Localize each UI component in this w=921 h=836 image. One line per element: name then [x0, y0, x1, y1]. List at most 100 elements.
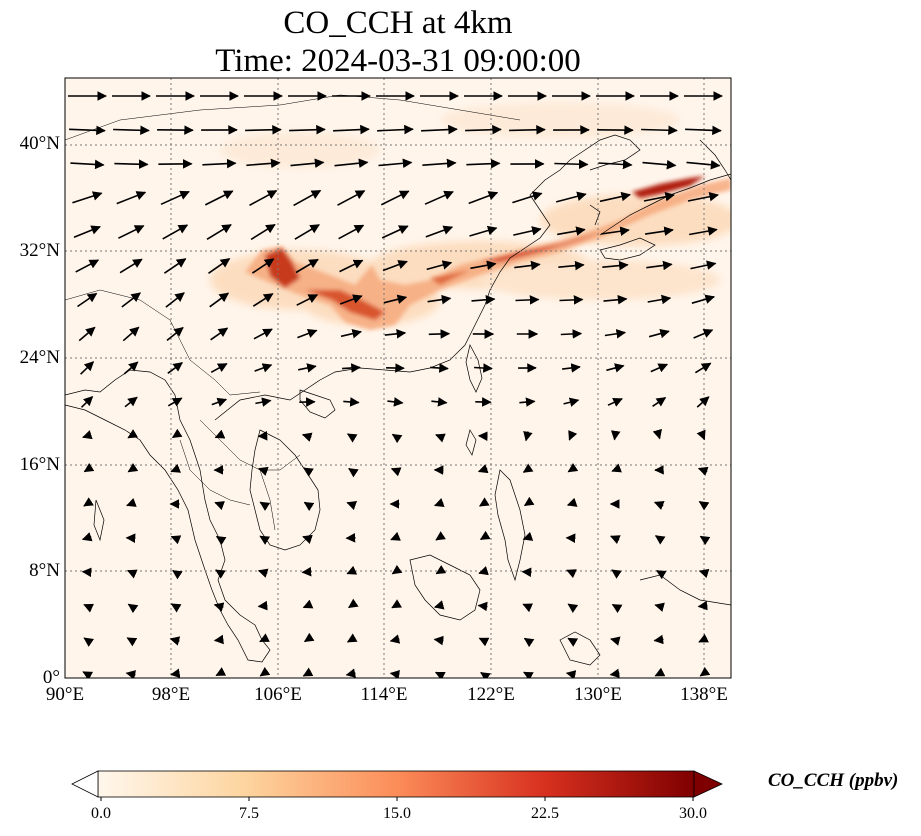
- wind-arrow: [607, 398, 623, 407]
- wind-arrow: [343, 397, 360, 407]
- wind-arrow: [334, 158, 369, 168]
- wind-arrow: [433, 600, 445, 610]
- wind-arrow: [696, 396, 710, 408]
- lon-tick-90e: 90°E: [45, 684, 85, 705]
- wind-arrow: [697, 600, 708, 611]
- wind-arrow: [697, 466, 709, 476]
- lon-tick-114e: 114°E: [360, 684, 408, 705]
- wind-arrow: [170, 603, 182, 613]
- wind-arrow: [611, 569, 622, 579]
- wind-arrow: [609, 668, 620, 678]
- wind-arrow: [249, 189, 278, 207]
- wind-arrow: [424, 190, 454, 205]
- wind-arrow: [295, 258, 319, 274]
- wind-arrow: [253, 328, 273, 340]
- wind-arrow: [642, 159, 677, 170]
- wind-arrow: [72, 191, 103, 204]
- wind-arrow: [346, 565, 358, 575]
- wind-arrow: [554, 159, 589, 170]
- colorbar: [71, 770, 723, 801]
- wind-arrow: [391, 564, 403, 575]
- wind-arrow: [466, 158, 501, 169]
- map-area: [65, 78, 731, 678]
- wind-arrow: [202, 158, 237, 169]
- wind-arrow: [250, 223, 276, 241]
- wind-arrow: [522, 463, 534, 473]
- wind-arrow: [599, 191, 631, 203]
- wind-arrow: [69, 125, 106, 136]
- wind-arrow: [127, 462, 139, 473]
- lat-tick-0: 0°: [42, 667, 60, 688]
- wind-arrow: [479, 530, 491, 541]
- wind-arrow: [170, 668, 181, 678]
- wind-arrow: [648, 328, 670, 339]
- wind-arrow: [215, 535, 227, 546]
- wind-arrow: [604, 329, 627, 339]
- wind-arrow: [689, 226, 718, 236]
- wind-arrow: [644, 226, 674, 236]
- wind-arrow: [477, 464, 489, 474]
- wind-arrow: [214, 429, 226, 439]
- wind-arrow: [523, 637, 535, 648]
- wind-arrow: [345, 668, 357, 678]
- wind-arrow: [598, 159, 633, 170]
- wind-arrow: [214, 501, 225, 511]
- wind-arrow: [698, 501, 710, 511]
- wind-arrow: [213, 602, 225, 612]
- map-title: CO_CCH at 4km: [283, 5, 513, 41]
- wind-arrow: [641, 125, 678, 136]
- wind-arrow: [333, 124, 370, 135]
- wind-arrow: [213, 634, 224, 645]
- wind-arrow: [600, 226, 630, 236]
- wind-arrow: [477, 601, 488, 612]
- wind-arrow: [560, 329, 583, 339]
- wind-arrow: [172, 569, 183, 580]
- lat-tick-16n: 16°N: [19, 454, 60, 475]
- wind-arrow: [82, 430, 93, 440]
- wind-arrow: [514, 260, 541, 271]
- wind-arrow: [204, 190, 234, 206]
- wind-arrow: [606, 363, 625, 373]
- wind-arrow: [83, 603, 94, 613]
- wind-arrow: [381, 225, 409, 239]
- wind-arrow: [421, 124, 458, 135]
- wind-arrow: [387, 397, 404, 407]
- wind-arrow: [80, 396, 94, 408]
- wind-arrow: [509, 124, 546, 135]
- wind-arrow: [122, 326, 140, 342]
- wind-arrow: [469, 225, 498, 237]
- wind-arrow: [166, 326, 184, 342]
- wind-arrow: [694, 362, 712, 374]
- wind-arrow: [169, 636, 181, 646]
- wind-arrow: [119, 258, 143, 274]
- wind-arrow: [427, 294, 452, 305]
- wind-arrow: [171, 428, 183, 439]
- wind-arrow: [522, 603, 534, 613]
- wind-arrow: [259, 633, 270, 643]
- lon-tick-130e: 130°E: [574, 684, 622, 705]
- wind-arrow: [698, 633, 709, 643]
- wind-arrow: [383, 294, 408, 304]
- wind-arrow: [567, 603, 579, 613]
- wind-arrow: [259, 535, 271, 545]
- wind-arrow: [558, 260, 585, 271]
- wind-arrow: [125, 670, 137, 678]
- wind-arrow: [114, 159, 149, 169]
- colorbar-tick-7-5: 7.5: [239, 805, 259, 822]
- wind-arrow: [611, 603, 623, 614]
- wind-arrow: [302, 667, 314, 677]
- wind-arrow: [650, 363, 669, 373]
- lon-tick-138e: 138°E: [680, 684, 728, 705]
- colorbar-tick-22-5: 22.5: [531, 805, 559, 822]
- lat-tick-32n: 32°N: [19, 240, 60, 261]
- wind-arrow: [113, 125, 150, 136]
- wind-arrow: [348, 467, 359, 478]
- wind-arrow: [567, 637, 579, 647]
- coastlines: [65, 134, 731, 666]
- wind-arrow: [522, 531, 534, 541]
- colorbar-tick-30: 30.0: [679, 805, 707, 822]
- wind-arrow: [611, 463, 622, 473]
- wind-arrow: [126, 569, 138, 579]
- wind-arrow: [83, 462, 95, 473]
